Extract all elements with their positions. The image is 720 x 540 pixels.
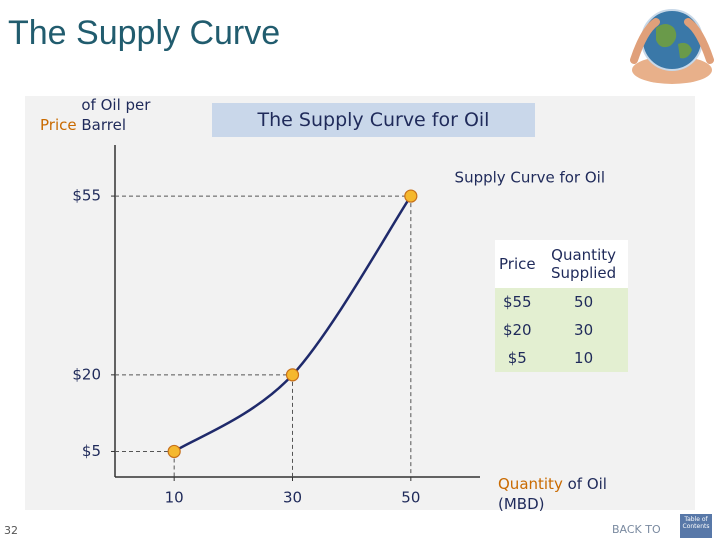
slide-title: The Supply Curve xyxy=(8,14,281,52)
series-label: Supply Curve for Oil xyxy=(455,169,605,187)
table-row: $55 50 xyxy=(495,288,628,316)
x-axis-label-highlight: Quantity xyxy=(498,475,563,493)
x-tick-label: 30 xyxy=(283,489,302,507)
table-body: $55 50 $20 30 $5 10 xyxy=(495,288,628,372)
x-tick-label: 10 xyxy=(165,489,184,507)
chart-title: The Supply Curve for Oil xyxy=(212,103,535,137)
table-row: $20 30 xyxy=(495,316,628,344)
table-cell: 30 xyxy=(539,316,628,344)
data-point xyxy=(404,189,418,203)
y-tick-label: $5 xyxy=(82,442,101,460)
table-cell: $20 xyxy=(495,316,540,344)
y-axis-label: Price of Oil per Barrel xyxy=(40,95,181,135)
table-row: $5 10 xyxy=(495,344,628,372)
y-tick-label: $20 xyxy=(72,365,101,383)
y-tick-label: $55 xyxy=(72,187,101,205)
y-axis-label-text: of Oil per Barrel xyxy=(81,96,151,134)
table-header: Price xyxy=(495,240,540,288)
globe-icon xyxy=(630,9,714,84)
back-to-link[interactable]: BACK TO xyxy=(612,523,661,536)
table-cell: $5 xyxy=(495,344,540,372)
table-of-contents-button[interactable]: Table of Contents xyxy=(680,514,712,538)
data-point xyxy=(167,444,181,459)
y-axis-label-highlight: Price xyxy=(40,116,77,134)
table-cell: $55 xyxy=(495,288,540,316)
table-cell: 10 xyxy=(539,344,628,372)
supply-table: Price Quantity Supplied $55 50 $20 30 $5 10 xyxy=(495,240,628,372)
x-axis-label: Quantity of Oil (MBD) xyxy=(498,474,648,514)
table-header: Quantity Supplied xyxy=(539,240,628,288)
page-number: 32 xyxy=(4,524,18,537)
x-axis-label-text: of Oil (MBD) xyxy=(498,475,607,513)
table-cell: 50 xyxy=(539,288,628,316)
x-tick-label: 50 xyxy=(401,489,420,507)
table-header-row: Price Quantity Supplied xyxy=(495,240,628,288)
data-point xyxy=(285,368,300,382)
